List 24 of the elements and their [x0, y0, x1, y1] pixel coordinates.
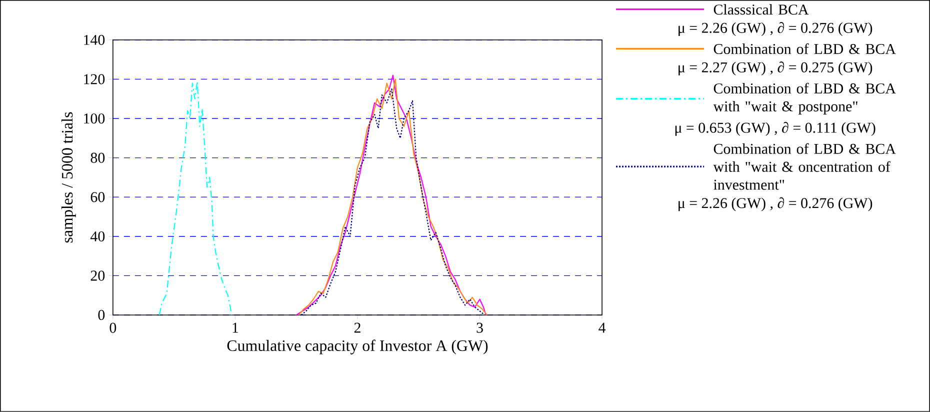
y-axis-title: samples / 5000 trials — [61, 112, 76, 243]
line-series — [158, 80, 232, 316]
y-tick-label: 120 — [84, 74, 105, 84]
y-tick-label: 40 — [90, 231, 105, 242]
y-tick-label: 20 — [90, 270, 105, 281]
y-tick-label: 140 — [84, 34, 105, 45]
x-tick-label: 3 — [476, 322, 483, 333]
text: μ = 2.26 (GW) , ∂ = 0.276 (GW) — [678, 197, 872, 212]
y-tick-label: 0 — [98, 310, 105, 320]
text: μ = 2.26 (GW) , ∂ = 0.276 (GW) — [678, 22, 872, 36]
x-tick-label: 4 — [598, 322, 606, 333]
y-tick-label: 60 — [90, 192, 105, 202]
text: Combination of LBD & BCA with "wait & oncentration of investment" — [713, 143, 896, 190]
x-tick-label: 1 — [232, 322, 238, 333]
text: Classsical BCA — [714, 4, 809, 15]
text: Combination of LBD & BCA with "wait & postpone" — [713, 82, 896, 115]
x-tick-label: 0 — [110, 322, 116, 333]
text: μ = 0.653 (GW) , ∂ = 0.111 (GW) — [675, 122, 876, 136]
y-tick-label: 100 — [84, 114, 105, 124]
text: Combination of LBD & BCA — [714, 43, 896, 54]
y-tick-label: 80 — [90, 152, 105, 163]
x-axis-title: Cumulative capacity of Investor A (GW) — [227, 340, 488, 354]
text: μ = 2.27 (GW) , ∂ = 0.275 (GW) — [678, 62, 872, 76]
x-tick-label: 2 — [354, 322, 360, 333]
